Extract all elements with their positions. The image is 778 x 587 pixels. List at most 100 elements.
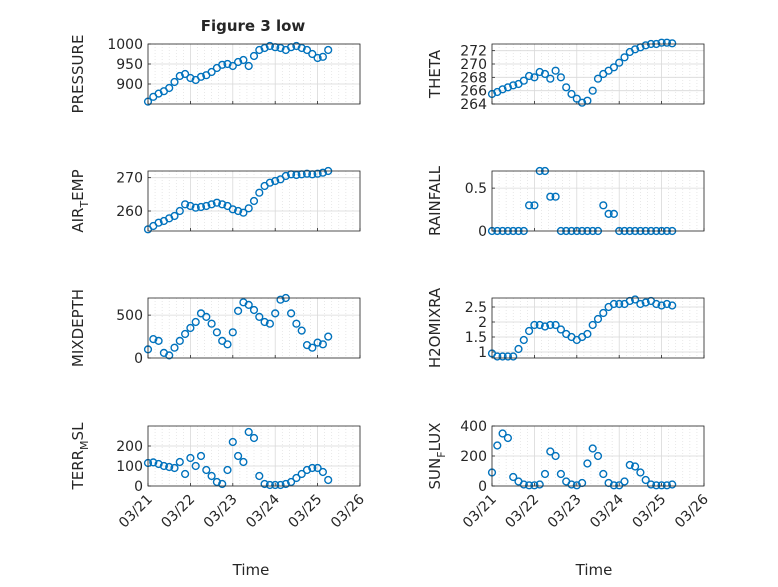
y-tick-label: 0 [134, 351, 143, 367]
data-point [498, 85, 507, 94]
data-point [593, 314, 603, 324]
data-point [524, 481, 534, 490]
data-point [207, 200, 216, 209]
data-point [212, 477, 222, 487]
data-point [313, 338, 322, 347]
data-point [308, 343, 317, 352]
data-point [260, 317, 269, 327]
y-tick-label: 266 [460, 84, 487, 100]
subplot-mixdepth: 0 500 MIXDEPTH [69, 289, 361, 367]
data-point [546, 447, 555, 456]
y-axis-label: SUNFLUX [426, 423, 448, 490]
data-point [662, 299, 672, 309]
y-tick-label: 0 [134, 479, 143, 495]
data-point [218, 200, 227, 209]
data-point [287, 477, 296, 487]
data-point [186, 323, 195, 333]
data-point [540, 69, 550, 79]
data-point [668, 480, 677, 489]
data-point [297, 43, 306, 53]
data-point [149, 335, 158, 344]
data-point [625, 460, 634, 470]
data-point [202, 312, 211, 322]
y-tick-label: 900 [116, 77, 143, 93]
data-point [313, 169, 322, 178]
data-point [255, 188, 264, 197]
data-point [609, 299, 619, 309]
data-point [519, 480, 528, 489]
data-point [165, 351, 174, 360]
x-tick-label: 03/26 [672, 491, 712, 531]
data-point [313, 53, 322, 63]
data-point [662, 481, 672, 490]
axes-box [491, 425, 705, 487]
y-tick-label: 100 [116, 459, 143, 475]
data-point [577, 98, 587, 107]
data-point [324, 332, 333, 341]
data-point [630, 45, 640, 54]
data-point [583, 459, 592, 468]
y-tick-label: 264 [460, 97, 487, 113]
data-point [165, 83, 174, 93]
y-tick-label: 1000 [107, 37, 143, 53]
data-point [641, 41, 650, 50]
data-point [556, 325, 566, 334]
y-tick-label: 2.5 [465, 300, 487, 316]
y-tick-label: 500 [116, 308, 143, 324]
data-point [212, 328, 222, 337]
data-point [302, 45, 312, 55]
y-tick-label: 0 [478, 224, 487, 240]
data-point [498, 352, 507, 361]
data-point [668, 39, 677, 48]
data-point [308, 463, 317, 473]
data-point [514, 344, 523, 354]
data-point [186, 201, 195, 211]
data-point [149, 458, 158, 467]
data-point [636, 468, 645, 477]
data-point [154, 336, 163, 346]
data-point [207, 67, 216, 77]
data-point [546, 320, 555, 330]
data-point [292, 319, 301, 328]
y-tick-label: 270 [460, 57, 487, 73]
data-point [493, 441, 502, 450]
data-point [530, 73, 539, 82]
subplot-air-temp: 260 270 AIRTEMP [69, 166, 361, 234]
data-point [318, 52, 328, 61]
y-tick-label: 200 [116, 439, 143, 455]
data-point [503, 83, 513, 92]
data-point [567, 480, 576, 489]
data-point [535, 67, 544, 77]
data-point [165, 462, 174, 472]
data-point [615, 299, 624, 309]
data-point [509, 352, 518, 361]
data-point [265, 319, 275, 328]
data-point [244, 61, 253, 71]
data-point [324, 475, 333, 485]
data-point [191, 203, 200, 212]
x-tick-label: 03/24 [587, 491, 627, 531]
data-point [641, 475, 650, 485]
data-point [503, 433, 513, 443]
data-point [652, 299, 661, 309]
data-point [244, 300, 253, 310]
data-point [281, 171, 290, 181]
axes-box [491, 297, 705, 359]
data-point [588, 320, 597, 330]
data-point [657, 38, 666, 47]
data-point [191, 317, 200, 327]
data-point [228, 437, 237, 447]
y-axis-label: THETA [426, 49, 444, 99]
data-point [292, 473, 301, 483]
data-point [281, 479, 290, 489]
data-point [218, 60, 227, 69]
data-point [202, 201, 211, 211]
y-axis-label: PRESSURE [69, 35, 87, 114]
data-point [239, 457, 248, 467]
data-point [196, 451, 206, 461]
data-point [519, 335, 528, 345]
data-point [271, 309, 280, 318]
data-point [154, 218, 163, 227]
axes-box [147, 297, 361, 359]
